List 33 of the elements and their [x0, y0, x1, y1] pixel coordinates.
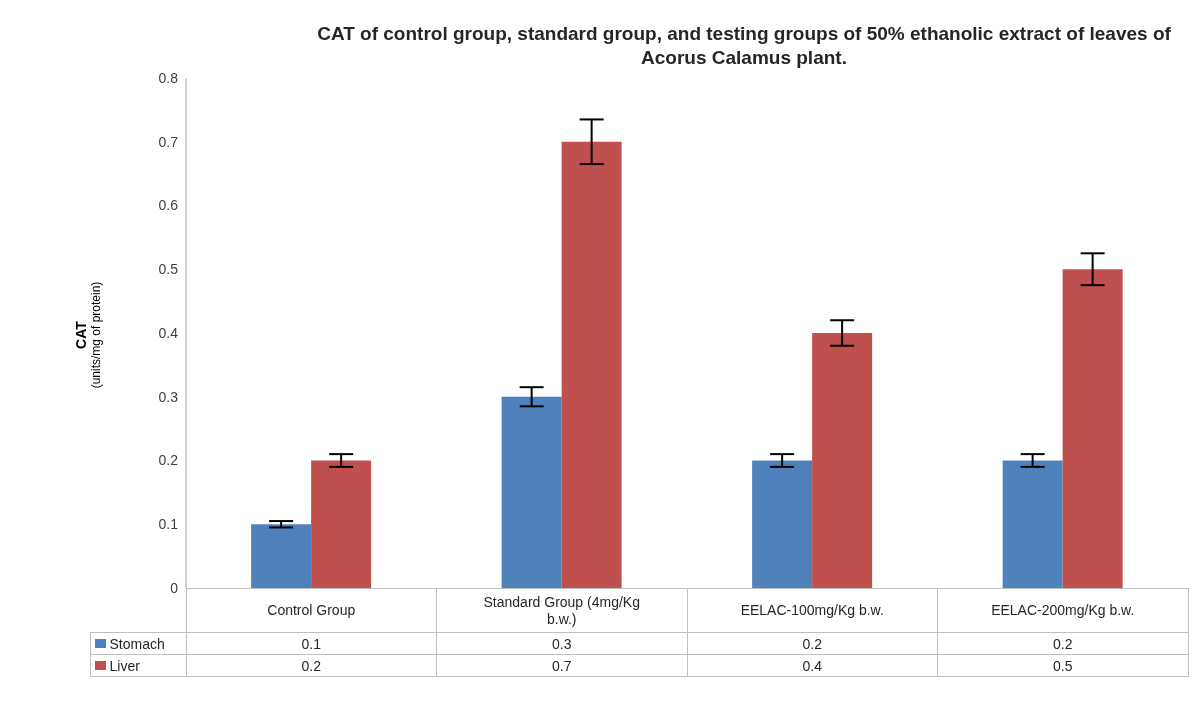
y-tick-label: 0.1 [158, 516, 179, 533]
data-label: 0.3 [436, 632, 687, 655]
y-tick-label: 0.3 [158, 388, 179, 405]
legend-label: Stomach [109, 635, 165, 652]
data-label: 0.7 [436, 654, 687, 677]
bar [251, 524, 312, 588]
data-label: 0.4 [687, 654, 938, 677]
y-tick-label: 0.5 [158, 261, 179, 278]
bar [812, 333, 873, 588]
legend-label: Liver [109, 657, 140, 674]
bar [752, 460, 813, 588]
chart-title: CAT of control group, standard group, and testing groups of 50% ethanolic extract of leaves of Acorus Calamus plant. [316, 22, 1172, 70]
bar [561, 141, 622, 588]
x-tick-label: Control Group [186, 588, 437, 633]
y-tick-label: 0.4 [158, 324, 179, 341]
data-label: 0.2 [186, 654, 437, 677]
y-tick-label: 0.7 [158, 133, 179, 150]
x-tick-label: EELAC-100mg/Kg b.w. [687, 588, 938, 633]
x-tick-label: Standard Group (4mg/Kg b.w.) [436, 588, 687, 633]
data-label: 0.5 [937, 654, 1188, 677]
bar [1062, 269, 1123, 588]
bar [501, 396, 562, 588]
data-label: 0.2 [687, 632, 938, 655]
data-label: 0.1 [186, 632, 437, 655]
bar [1002, 460, 1063, 588]
y-axis-title: CAT (units/mg of protein) [73, 281, 103, 389]
data-label: 0.2 [937, 632, 1188, 655]
y-tick-label: 0 [170, 579, 179, 596]
x-tick-label: EELAC-200mg/Kg b.w. [937, 588, 1188, 633]
y-tick-label: 0.2 [158, 452, 179, 469]
y-tick-label: 0.8 [158, 69, 179, 86]
y-tick-label: 0.6 [158, 197, 179, 214]
bar [311, 460, 372, 588]
